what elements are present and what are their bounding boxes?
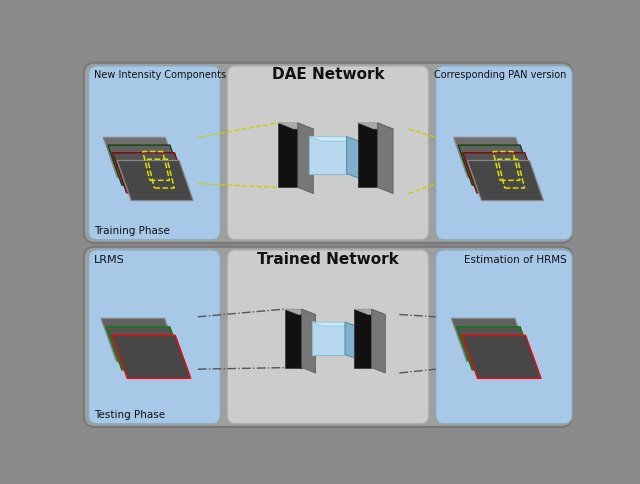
Polygon shape bbox=[278, 123, 313, 129]
FancyBboxPatch shape bbox=[88, 250, 220, 424]
FancyBboxPatch shape bbox=[88, 66, 220, 240]
Polygon shape bbox=[347, 136, 359, 178]
FancyBboxPatch shape bbox=[84, 247, 572, 427]
Text: Estimation of HRMS: Estimation of HRMS bbox=[464, 255, 566, 265]
Polygon shape bbox=[454, 137, 529, 178]
Polygon shape bbox=[103, 137, 179, 178]
Polygon shape bbox=[112, 335, 191, 378]
Polygon shape bbox=[355, 309, 385, 315]
Polygon shape bbox=[278, 123, 298, 187]
Text: DAE Network: DAE Network bbox=[272, 67, 384, 82]
Text: New Intensity Components: New Intensity Components bbox=[94, 70, 226, 80]
Polygon shape bbox=[298, 123, 313, 194]
Polygon shape bbox=[285, 309, 301, 368]
Polygon shape bbox=[378, 123, 393, 194]
Polygon shape bbox=[117, 161, 193, 200]
Polygon shape bbox=[312, 322, 345, 354]
Polygon shape bbox=[355, 309, 371, 368]
FancyBboxPatch shape bbox=[84, 63, 572, 243]
Polygon shape bbox=[309, 136, 347, 174]
Polygon shape bbox=[345, 322, 356, 358]
Polygon shape bbox=[312, 322, 356, 326]
Text: Trained Network: Trained Network bbox=[257, 252, 399, 267]
Polygon shape bbox=[463, 153, 539, 193]
Polygon shape bbox=[358, 123, 393, 129]
Polygon shape bbox=[462, 335, 541, 378]
Polygon shape bbox=[458, 145, 534, 185]
FancyBboxPatch shape bbox=[436, 66, 572, 240]
FancyBboxPatch shape bbox=[227, 66, 429, 240]
Polygon shape bbox=[451, 318, 531, 362]
FancyBboxPatch shape bbox=[436, 250, 572, 424]
Polygon shape bbox=[101, 318, 180, 362]
FancyBboxPatch shape bbox=[227, 250, 429, 424]
Text: LRMS: LRMS bbox=[94, 255, 125, 265]
Polygon shape bbox=[371, 309, 385, 373]
Polygon shape bbox=[457, 327, 536, 370]
Text: Corresponding PAN version: Corresponding PAN version bbox=[435, 70, 566, 80]
Polygon shape bbox=[301, 309, 316, 373]
Polygon shape bbox=[309, 136, 359, 141]
Polygon shape bbox=[113, 153, 189, 193]
Polygon shape bbox=[467, 161, 543, 200]
Polygon shape bbox=[358, 123, 378, 187]
Polygon shape bbox=[106, 327, 186, 370]
Text: Training Phase: Training Phase bbox=[94, 226, 170, 236]
Text: Testing Phase: Testing Phase bbox=[94, 410, 165, 420]
Polygon shape bbox=[108, 145, 184, 185]
Polygon shape bbox=[285, 309, 316, 315]
